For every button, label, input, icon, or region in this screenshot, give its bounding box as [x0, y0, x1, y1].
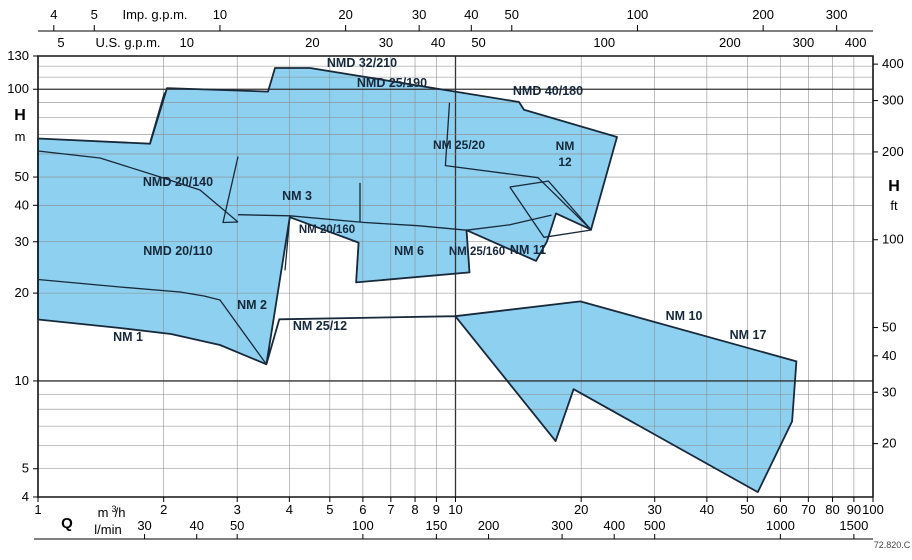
- svg-text:1500: 1500: [839, 518, 868, 533]
- svg-text:20: 20: [882, 436, 896, 451]
- svg-text:20: 20: [15, 285, 29, 300]
- svg-text:150: 150: [426, 518, 448, 533]
- svg-text:40: 40: [700, 502, 714, 517]
- svg-text:30: 30: [379, 35, 393, 50]
- svg-text:50: 50: [471, 35, 485, 50]
- svg-text:NM 1: NM 1: [113, 330, 143, 344]
- svg-text:30: 30: [15, 234, 29, 249]
- svg-text:100: 100: [627, 7, 649, 22]
- svg-text:6: 6: [359, 502, 366, 517]
- svg-text:400: 400: [603, 518, 625, 533]
- svg-text:NM 3: NM 3: [282, 189, 312, 203]
- svg-text:5: 5: [91, 7, 98, 22]
- svg-text:4: 4: [50, 7, 57, 22]
- svg-text:72.820.C: 72.820.C: [874, 540, 911, 550]
- svg-text:300: 300: [826, 7, 848, 22]
- svg-text:H: H: [14, 107, 26, 124]
- svg-text:NM 25/20: NM 25/20: [433, 138, 485, 152]
- svg-text:200: 200: [882, 144, 904, 159]
- svg-text:10: 10: [15, 373, 29, 388]
- svg-text:50: 50: [505, 7, 519, 22]
- svg-text:130: 130: [7, 48, 29, 63]
- svg-text:3: 3: [234, 502, 241, 517]
- svg-text:50: 50: [740, 502, 754, 517]
- svg-text:60: 60: [773, 502, 787, 517]
- svg-text:NM 25/160: NM 25/160: [449, 246, 505, 258]
- svg-text:9: 9: [433, 502, 440, 517]
- svg-text:100: 100: [7, 81, 29, 96]
- svg-text:30: 30: [647, 502, 661, 517]
- svg-text:10: 10: [213, 7, 227, 22]
- svg-text:7: 7: [387, 502, 394, 517]
- svg-text:NMD 20/140: NMD 20/140: [143, 175, 213, 189]
- svg-text:100: 100: [352, 518, 374, 533]
- svg-text:4: 4: [22, 489, 29, 504]
- svg-text:20: 20: [305, 35, 319, 50]
- svg-text:H: H: [888, 178, 900, 195]
- svg-text:NMD 20/110: NMD 20/110: [143, 244, 213, 258]
- svg-text:100: 100: [882, 232, 904, 247]
- svg-text:2: 2: [160, 502, 167, 517]
- svg-text:200: 200: [752, 7, 774, 22]
- svg-text:Q: Q: [61, 515, 73, 532]
- svg-text:NM 17: NM 17: [730, 328, 767, 342]
- svg-text:50: 50: [15, 169, 29, 184]
- svg-text:400: 400: [882, 56, 904, 71]
- svg-text:NM: NM: [556, 139, 575, 153]
- svg-text:m: m: [15, 129, 26, 144]
- svg-text:U.S. g.p.m.: U.S. g.p.m.: [95, 35, 160, 50]
- svg-text:5: 5: [326, 502, 333, 517]
- svg-text:40: 40: [882, 348, 896, 363]
- svg-text:NM 20/160: NM 20/160: [299, 224, 355, 236]
- svg-text:12: 12: [558, 155, 572, 169]
- svg-text:100: 100: [593, 35, 615, 50]
- svg-text:NMD 40/180: NMD 40/180: [513, 84, 583, 98]
- svg-text:10: 10: [448, 502, 462, 517]
- svg-text:80: 80: [825, 502, 839, 517]
- svg-text:10: 10: [179, 35, 193, 50]
- svg-text:30: 30: [137, 518, 151, 533]
- svg-text:20: 20: [574, 502, 588, 517]
- svg-text:300: 300: [882, 93, 904, 108]
- svg-text:40: 40: [431, 35, 445, 50]
- svg-text:40: 40: [189, 518, 203, 533]
- svg-text:200: 200: [478, 518, 500, 533]
- svg-text:m: m: [98, 505, 109, 520]
- svg-text:l/min: l/min: [94, 522, 121, 537]
- svg-text:50: 50: [882, 320, 896, 335]
- svg-text:400: 400: [845, 35, 867, 50]
- svg-text:NMD 32/210: NMD 32/210: [327, 56, 397, 70]
- svg-text:300: 300: [551, 518, 573, 533]
- svg-text:NMD 25/190: NMD 25/190: [357, 76, 427, 90]
- svg-text:1: 1: [34, 502, 41, 517]
- svg-text:NM 2: NM 2: [237, 298, 267, 312]
- svg-text:Imp. g.p.m.: Imp. g.p.m.: [122, 7, 187, 22]
- svg-text:500: 500: [644, 518, 666, 533]
- svg-text:30: 30: [882, 384, 896, 399]
- svg-text:4: 4: [286, 502, 293, 517]
- svg-text:100: 100: [862, 502, 884, 517]
- svg-text:5: 5: [57, 35, 64, 50]
- svg-text:NM 10: NM 10: [666, 309, 703, 323]
- svg-text:8: 8: [411, 502, 418, 517]
- svg-text:200: 200: [719, 35, 741, 50]
- svg-text:300: 300: [793, 35, 815, 50]
- svg-text:50: 50: [230, 518, 244, 533]
- svg-text:NM 11: NM 11: [510, 243, 546, 257]
- svg-text:20: 20: [338, 7, 352, 22]
- svg-text:1000: 1000: [766, 518, 795, 533]
- svg-text:/h: /h: [115, 505, 126, 520]
- svg-text:30: 30: [412, 7, 426, 22]
- svg-text:70: 70: [801, 502, 815, 517]
- svg-text:5: 5: [22, 461, 29, 476]
- svg-text:NM 6: NM 6: [394, 244, 424, 258]
- svg-text:40: 40: [15, 197, 29, 212]
- svg-text:ft: ft: [890, 198, 898, 213]
- svg-text:40: 40: [464, 7, 478, 22]
- svg-text:90: 90: [847, 502, 861, 517]
- svg-text:NM 25/12: NM 25/12: [293, 319, 347, 333]
